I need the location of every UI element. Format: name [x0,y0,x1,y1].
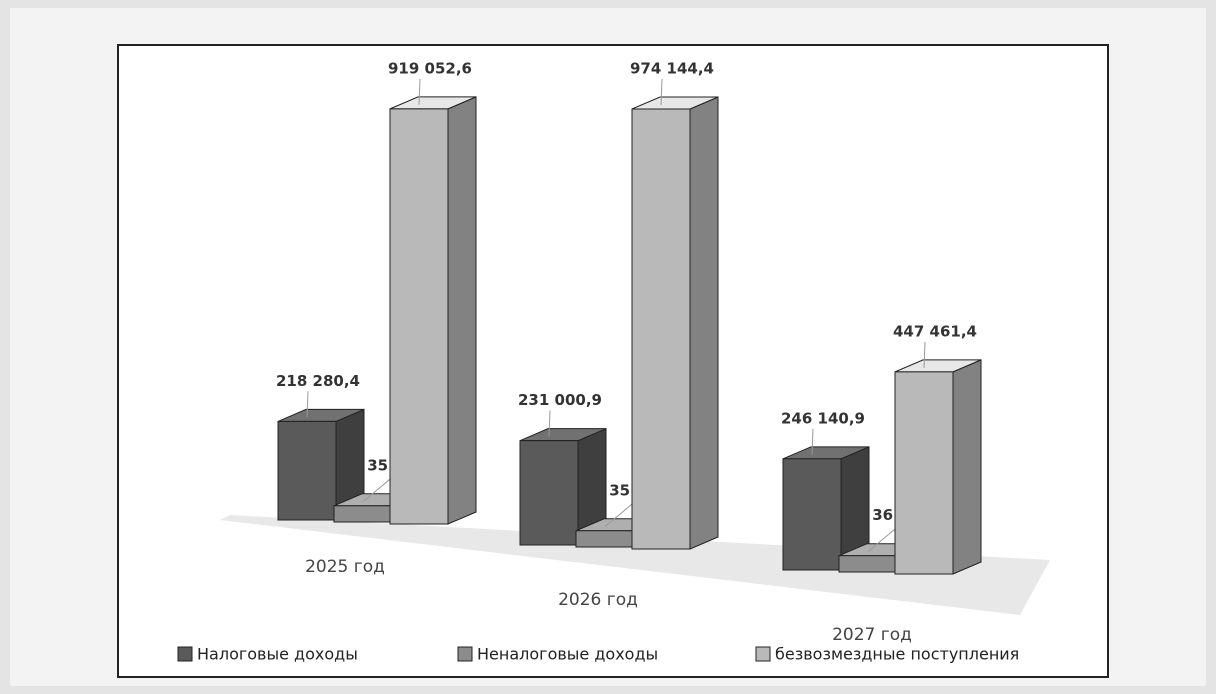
label-leader [306,391,309,418]
label-leader [548,410,551,437]
legend-swatch [755,646,771,662]
legend-swatch [177,646,193,662]
data-label: 218 280,4 [276,372,360,390]
label-leader [604,500,637,528]
legend-label: Налоговые доходы [197,645,358,664]
x-tick-label: 2025 год [305,557,385,577]
label-leader [923,341,926,368]
data-label: 447 461,4 [893,322,977,340]
bar [838,555,898,573]
x-tick-label: 2027 год [832,625,912,645]
bar [575,530,635,548]
bar [519,440,579,546]
legend-label: безвозмездные поступления [775,645,1019,664]
chart-floor [220,515,1050,615]
data-label: 919 052,6 [388,59,472,77]
bar [389,108,449,525]
bar [277,420,337,521]
legend-swatch [457,646,473,662]
x-tick-label: 2026 год [558,590,638,610]
bar [333,505,393,523]
label-leader [867,525,900,553]
label-leader [811,428,814,455]
bar-side [689,96,719,550]
bar [894,371,954,575]
data-label: 974 144,4 [630,60,714,78]
bar-side [447,96,477,525]
data-label: 246 140,9 [781,409,865,427]
bar [631,108,691,550]
data-label: 231 000,9 [518,391,602,409]
label-leader [418,78,421,105]
label-leader [362,475,395,503]
bar-side [952,359,982,575]
label-leader [660,78,663,106]
legend-label: Неналоговые доходы [477,645,658,664]
bar [782,458,842,571]
